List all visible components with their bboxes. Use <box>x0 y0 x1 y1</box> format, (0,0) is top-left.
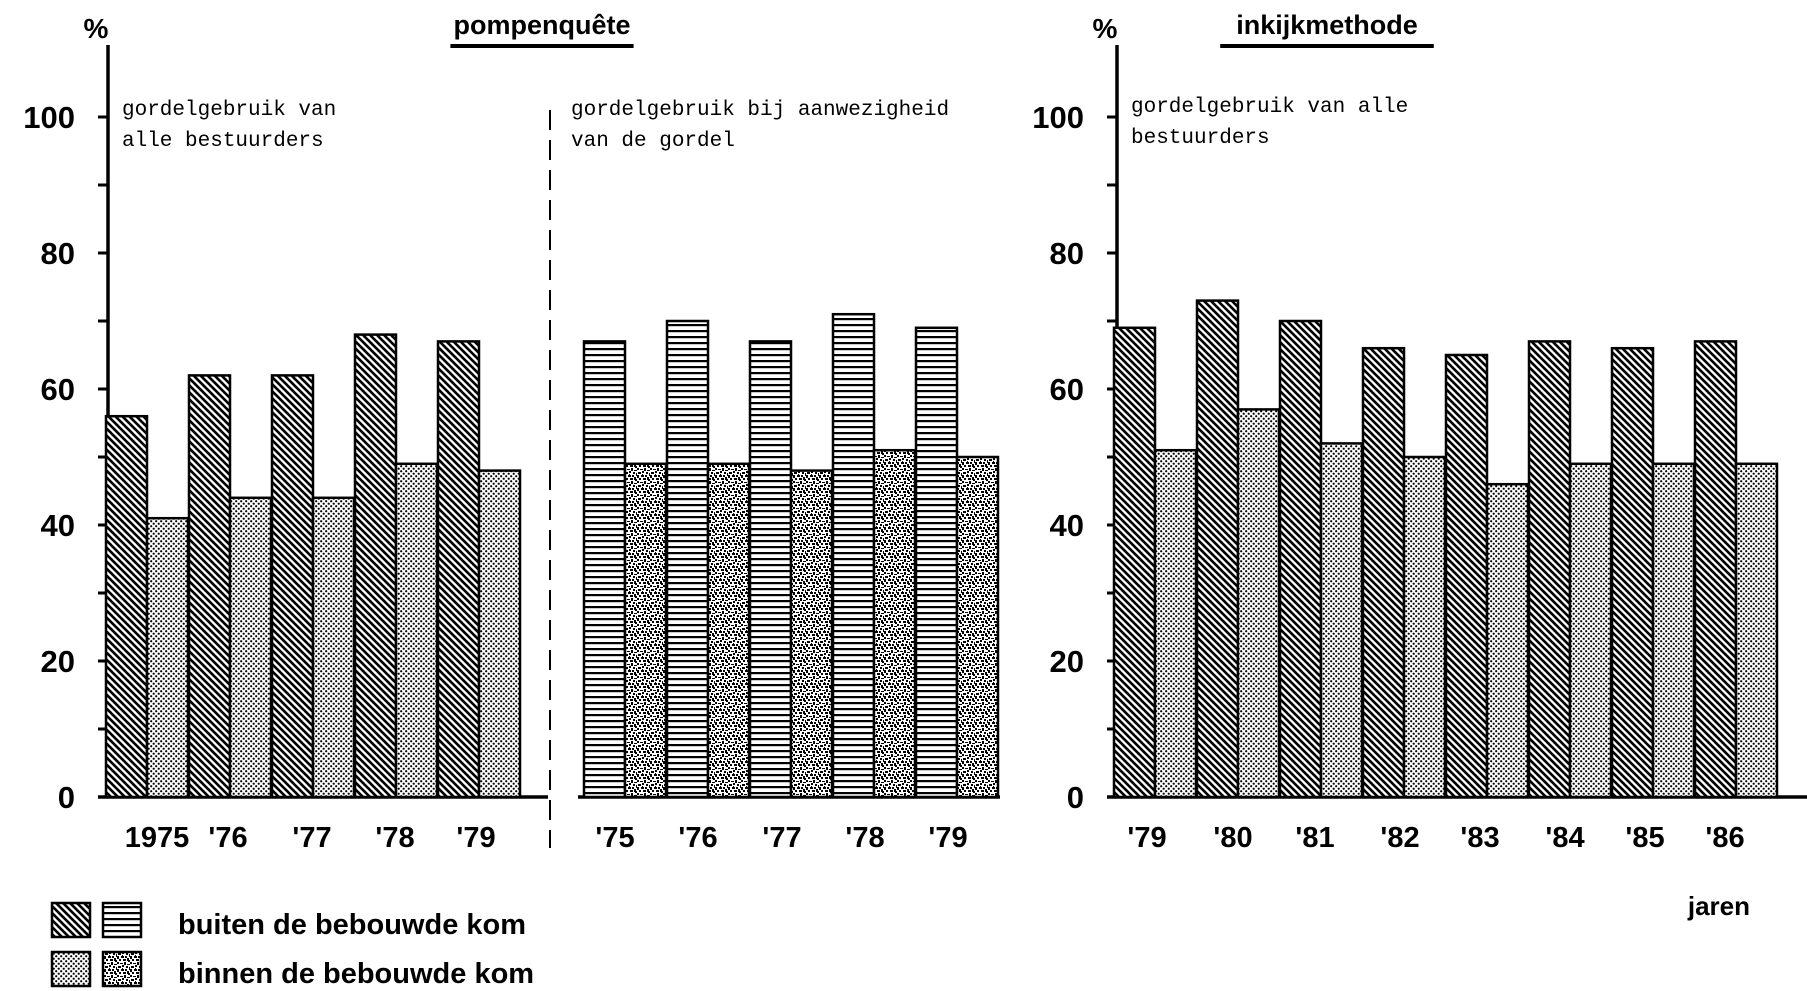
bar-buiten-2-5 <box>1527 340 1572 799</box>
y-unit-label: % <box>1093 13 1118 44</box>
bar-buiten-2-4 <box>1444 353 1489 799</box>
x-tick-label: 1975 <box>125 822 190 854</box>
x-tick-label: '79 <box>928 822 967 854</box>
bar-buiten-2-0 <box>1112 326 1157 799</box>
bar-buiten-0-1 <box>187 374 232 799</box>
x-tick-label: '81 <box>1295 822 1334 854</box>
panel-title: pompenquête <box>453 10 630 40</box>
x-tick-label: '76 <box>208 822 247 854</box>
x-axis-label: jaren <box>1687 891 1750 921</box>
bar-binnen-1-0 <box>623 462 668 799</box>
bar-binnen-0-3 <box>394 462 439 799</box>
y-tick-label: 80 <box>1050 236 1084 271</box>
legend-swatch-dots <box>50 950 92 988</box>
bar-binnen-1-2 <box>789 469 834 799</box>
bar-binnen-2-3 <box>1402 455 1447 799</box>
y-tick-label: 100 <box>23 100 75 135</box>
panel-subtitle-line: bestuurders <box>1131 127 1270 150</box>
x-tick-label: '79 <box>1127 822 1166 854</box>
bar-buiten-0-2 <box>270 374 315 799</box>
bar-binnen-0-4 <box>477 469 522 799</box>
bar-buiten-2-7 <box>1693 340 1738 799</box>
legend-swatch-horizontal <box>101 901 143 939</box>
x-tick-label: '80 <box>1213 822 1252 854</box>
bar-buiten-1-0 <box>582 340 627 799</box>
bar-binnen-2-6 <box>1651 462 1696 799</box>
panel-subtitle-line: gordelgebruik bij aanwezigheid <box>571 99 949 122</box>
y-tick-label: 40 <box>1050 508 1084 543</box>
legend-label: binnen de bebouwde kom <box>178 958 534 990</box>
bar-buiten-1-1 <box>665 319 710 799</box>
bar-binnen-1-3 <box>872 448 917 799</box>
bar-buiten-0-0 <box>104 414 149 799</box>
panel-title: inkijkmethode <box>1236 10 1418 40</box>
panel-subtitle-line: alle bestuurders <box>122 130 324 153</box>
y-tick-label: 60 <box>1050 372 1084 407</box>
x-tick-label: '86 <box>1705 822 1744 854</box>
y-unit-label: % <box>84 13 109 44</box>
y-tick-label: 100 <box>1032 100 1084 135</box>
bar-buiten-2-3 <box>1361 346 1406 799</box>
bar-buiten-2-6 <box>1610 346 1655 799</box>
bar-binnen-2-1 <box>1236 408 1281 799</box>
y-tick-label: 40 <box>41 508 75 543</box>
bar-binnen-2-2 <box>1319 442 1364 799</box>
bar-binnen-0-0 <box>145 516 190 799</box>
y-tick-label: 20 <box>41 644 75 679</box>
bar-binnen-1-1 <box>706 462 751 799</box>
panel-subtitle-line: gordelgebruik van alle <box>1131 96 1408 119</box>
x-tick-label: '75 <box>595 822 634 854</box>
bar-buiten-1-2 <box>748 340 793 799</box>
bar-binnen-2-5 <box>1568 462 1613 799</box>
bar-buiten-0-4 <box>436 340 481 799</box>
y-tick-label: 60 <box>41 372 75 407</box>
panel-subtitle-line: van de gordel <box>571 130 735 153</box>
bar-binnen-2-4 <box>1485 482 1530 799</box>
legend-swatch-diagonal <box>50 901 92 939</box>
bar-buiten-1-3 <box>831 312 876 799</box>
x-tick-label: '77 <box>292 822 331 854</box>
y-tick-label: 20 <box>1050 644 1084 679</box>
bar-buiten-1-4 <box>914 326 959 799</box>
x-tick-label: '84 <box>1545 822 1584 854</box>
bar-buiten-2-1 <box>1195 299 1240 799</box>
y-tick-label: 0 <box>58 780 75 815</box>
bar-binnen-2-0 <box>1153 448 1198 799</box>
bar-binnen-1-4 <box>955 455 1000 799</box>
panel-subtitle-line: gordelgebruik van <box>122 99 336 122</box>
legend-label: buiten de bebouwde kom <box>178 909 526 941</box>
x-tick-label: '76 <box>678 822 717 854</box>
x-tick-label: '82 <box>1380 822 1419 854</box>
legend-swatch-speckle <box>101 950 143 988</box>
x-tick-label: '79 <box>456 822 495 854</box>
bar-buiten-2-2 <box>1278 319 1323 799</box>
bar-binnen-2-7 <box>1734 462 1779 799</box>
bar-buiten-0-3 <box>353 333 398 799</box>
bar-binnen-0-1 <box>228 496 273 799</box>
x-tick-label: '78 <box>845 822 884 854</box>
x-tick-label: '85 <box>1625 822 1664 854</box>
y-tick-label: 0 <box>1067 780 1084 815</box>
x-tick-label: '77 <box>762 822 801 854</box>
bar-binnen-0-2 <box>311 496 356 799</box>
y-tick-label: 80 <box>41 236 75 271</box>
x-tick-label: '83 <box>1460 822 1499 854</box>
x-tick-label: '78 <box>375 822 414 854</box>
